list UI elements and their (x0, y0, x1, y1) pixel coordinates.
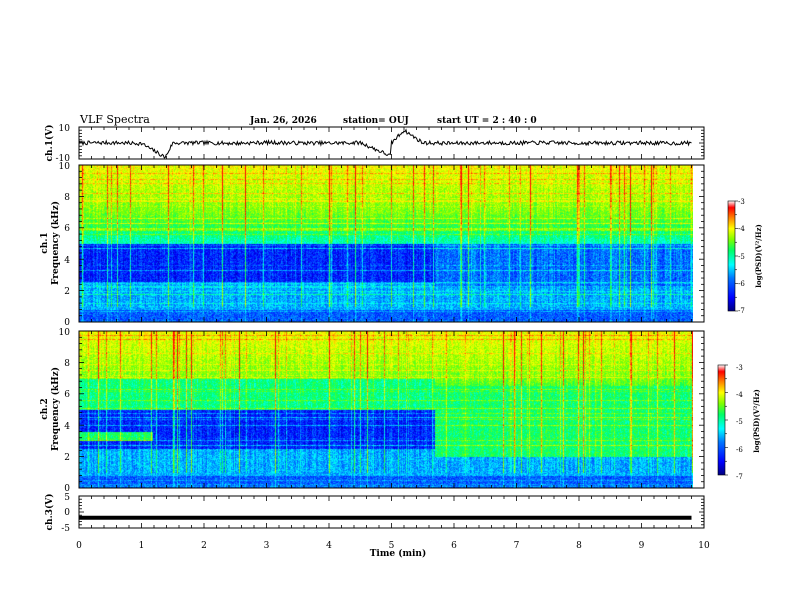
ch2-spec-ytick-10: 10 (59, 328, 71, 338)
time-xtick-2: 2 (201, 541, 207, 551)
figure-title: VLF Spectra (79, 113, 150, 126)
ch1-colorbar-ticks (735, 200, 738, 312)
ch1-spectrogram-ylabel: Frequency (kHz) (50, 201, 61, 285)
ch1-spectrogram-ytick-labels: 0 2 4 6 8 10 (59, 162, 71, 328)
ch1-ytick-neg10: -10 (56, 154, 71, 164)
ch2-spec-ytick-4: 4 (64, 422, 70, 432)
time-axis-label: Time (min) (370, 548, 427, 559)
ch2-cb-tick-neg7: -7 (736, 473, 743, 481)
ch2-spec-ytick-6: 6 (64, 390, 70, 400)
header-date: Jan. 26, 2026 (249, 116, 317, 126)
ch1-waveform-line (78, 128, 692, 159)
ch1-spec-ytick-2: 2 (64, 287, 70, 297)
time-xtick-4: 4 (326, 541, 332, 551)
time-xtick-10: 10 (698, 541, 710, 551)
time-xtick-3: 3 (264, 541, 270, 551)
ch1-spectrogram-ticks (78, 164, 705, 323)
ch1-waveform-ylabel: ch.1(V) (44, 125, 55, 162)
time-xtick-9: 9 (639, 541, 645, 551)
ch3-ytick-5: 5 (64, 493, 70, 503)
ch2-colorbar (717, 364, 726, 476)
ch1-cb-tick-neg5: -5 (738, 253, 745, 261)
time-xtick-1: 1 (139, 541, 145, 551)
ch2-colorbar-ticks (725, 364, 728, 476)
time-xtick-labels: 0 1 2 3 4 5 6 7 8 9 10 (76, 541, 710, 551)
ch1-spec-ytick-6: 6 (64, 224, 70, 234)
header-station: station= OUJ (343, 116, 409, 126)
time-xtick-6: 6 (451, 541, 457, 551)
ch2-cb-tick-neg5: -5 (736, 418, 743, 426)
header-start-time: start UT = 2 : 40 : 0 (437, 116, 537, 126)
ch2-spec-ytick-0: 0 (64, 484, 70, 494)
ch2-cb-tick-neg3: -3 (736, 364, 743, 372)
ch2-spectrogram-image (79, 331, 693, 488)
ch1-spectrogram-image (79, 165, 693, 322)
time-xtick-7: 7 (514, 541, 520, 551)
ch1-cb-tick-neg6: -6 (738, 280, 745, 288)
ch1-spec-ytick-8: 8 (64, 193, 70, 203)
ch1-spec-ytick-10: 10 (59, 162, 71, 172)
ch3-ytick-neg5: -5 (61, 524, 70, 534)
ch2-spectrogram-ytick-labels: 0 2 4 6 8 10 (59, 328, 71, 494)
ch3-waveform-ylabel: ch.3(V) (44, 494, 55, 531)
ch1-spec-ytick-0: 0 (64, 318, 70, 328)
ch1-waveform-ticks (78, 126, 705, 160)
time-xtick-5: 5 (389, 541, 395, 551)
time-xtick-0: 0 (76, 541, 82, 551)
time-xtick-8: 8 (576, 541, 582, 551)
ch1-cb-tick-neg3: -3 (738, 198, 745, 206)
ch2-colorbar-label: log(PSD)(V²/Hz) (752, 389, 761, 453)
ch1-ytick-10: 10 (59, 124, 71, 134)
ch2-spectrogram-image-wrap (79, 331, 693, 488)
ch1-waveform-panel: 10 -10 ch.1(V) (44, 124, 705, 164)
ch1-spectrogram-channel-label: ch.1 (40, 232, 50, 253)
ch2-spec-ytick-8: 8 (64, 359, 70, 369)
ch3-waveform-frame (78, 495, 705, 529)
ch3-waveform-panel: 5 0 -5 ch.3(V) 0 1 2 3 4 5 6 7 8 9 10 Time (min) (44, 493, 710, 559)
ch2-spectrogram-ticks (78, 330, 705, 489)
ch1-colorbar-label: log(PSD)(V²/Hz) (754, 224, 763, 288)
ch2-spectrogram-channel-label: ch.2 (40, 398, 50, 419)
ch1-colorbar (727, 200, 736, 312)
ch2-cb-tick-neg6: -6 (736, 446, 743, 454)
ch2-spectrogram-ylabel: Frequency (kHz) (50, 367, 61, 451)
ch2-spectrogram-panel: 0 2 4 6 8 10 ch.2 Frequency (kHz) -3 -4 … (40, 328, 761, 494)
ch2-spec-ytick-2: 2 (64, 453, 70, 463)
ch1-spectrogram-image-wrap (79, 165, 693, 322)
ch3-ytick-0: 0 (64, 508, 70, 518)
ch1-spec-ytick-4: 4 (64, 256, 70, 266)
ch2-cb-tick-neg4: -4 (736, 391, 743, 399)
ch1-spectrogram-panel: 0 2 4 6 8 10 ch.1 Frequency (kHz) -3 -4 … (40, 162, 763, 328)
ch1-cb-tick-neg4: -4 (738, 225, 745, 233)
ch1-cb-tick-neg7: -7 (738, 307, 745, 315)
